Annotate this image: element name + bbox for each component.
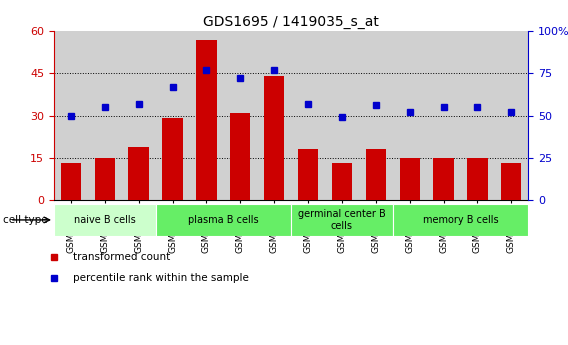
Bar bbox=[156, 31, 190, 200]
Bar bbox=[122, 31, 156, 200]
Bar bbox=[197, 39, 216, 200]
Bar bbox=[162, 118, 183, 200]
Bar bbox=[257, 31, 291, 200]
Bar bbox=[291, 31, 325, 200]
Bar bbox=[433, 158, 454, 200]
Bar bbox=[95, 158, 115, 200]
Bar bbox=[494, 31, 528, 200]
Bar bbox=[392, 204, 528, 236]
Text: naive B cells: naive B cells bbox=[74, 215, 136, 225]
Bar bbox=[359, 31, 392, 200]
Bar bbox=[399, 158, 420, 200]
Bar bbox=[332, 164, 352, 200]
Text: transformed count: transformed count bbox=[73, 252, 170, 262]
Bar bbox=[88, 31, 122, 200]
Bar bbox=[230, 113, 250, 200]
Bar bbox=[190, 31, 223, 200]
Bar bbox=[392, 31, 427, 200]
Text: plasma B cells: plasma B cells bbox=[188, 215, 258, 225]
Bar bbox=[501, 164, 521, 200]
Text: germinal center B
cells: germinal center B cells bbox=[298, 209, 386, 231]
Bar bbox=[325, 31, 359, 200]
Bar bbox=[366, 149, 386, 200]
Text: cell type: cell type bbox=[3, 215, 48, 225]
Bar bbox=[467, 158, 487, 200]
Bar bbox=[128, 147, 149, 200]
Bar bbox=[54, 204, 156, 236]
Text: memory B cells: memory B cells bbox=[423, 215, 498, 225]
Bar bbox=[61, 164, 81, 200]
Bar bbox=[223, 31, 257, 200]
Bar bbox=[291, 204, 392, 236]
Bar bbox=[156, 204, 291, 236]
Bar bbox=[427, 31, 461, 200]
Title: GDS1695 / 1419035_s_at: GDS1695 / 1419035_s_at bbox=[203, 14, 379, 29]
Bar bbox=[54, 31, 88, 200]
Bar bbox=[298, 149, 318, 200]
Bar bbox=[461, 31, 494, 200]
Bar bbox=[264, 76, 285, 200]
Text: percentile rank within the sample: percentile rank within the sample bbox=[73, 274, 249, 283]
